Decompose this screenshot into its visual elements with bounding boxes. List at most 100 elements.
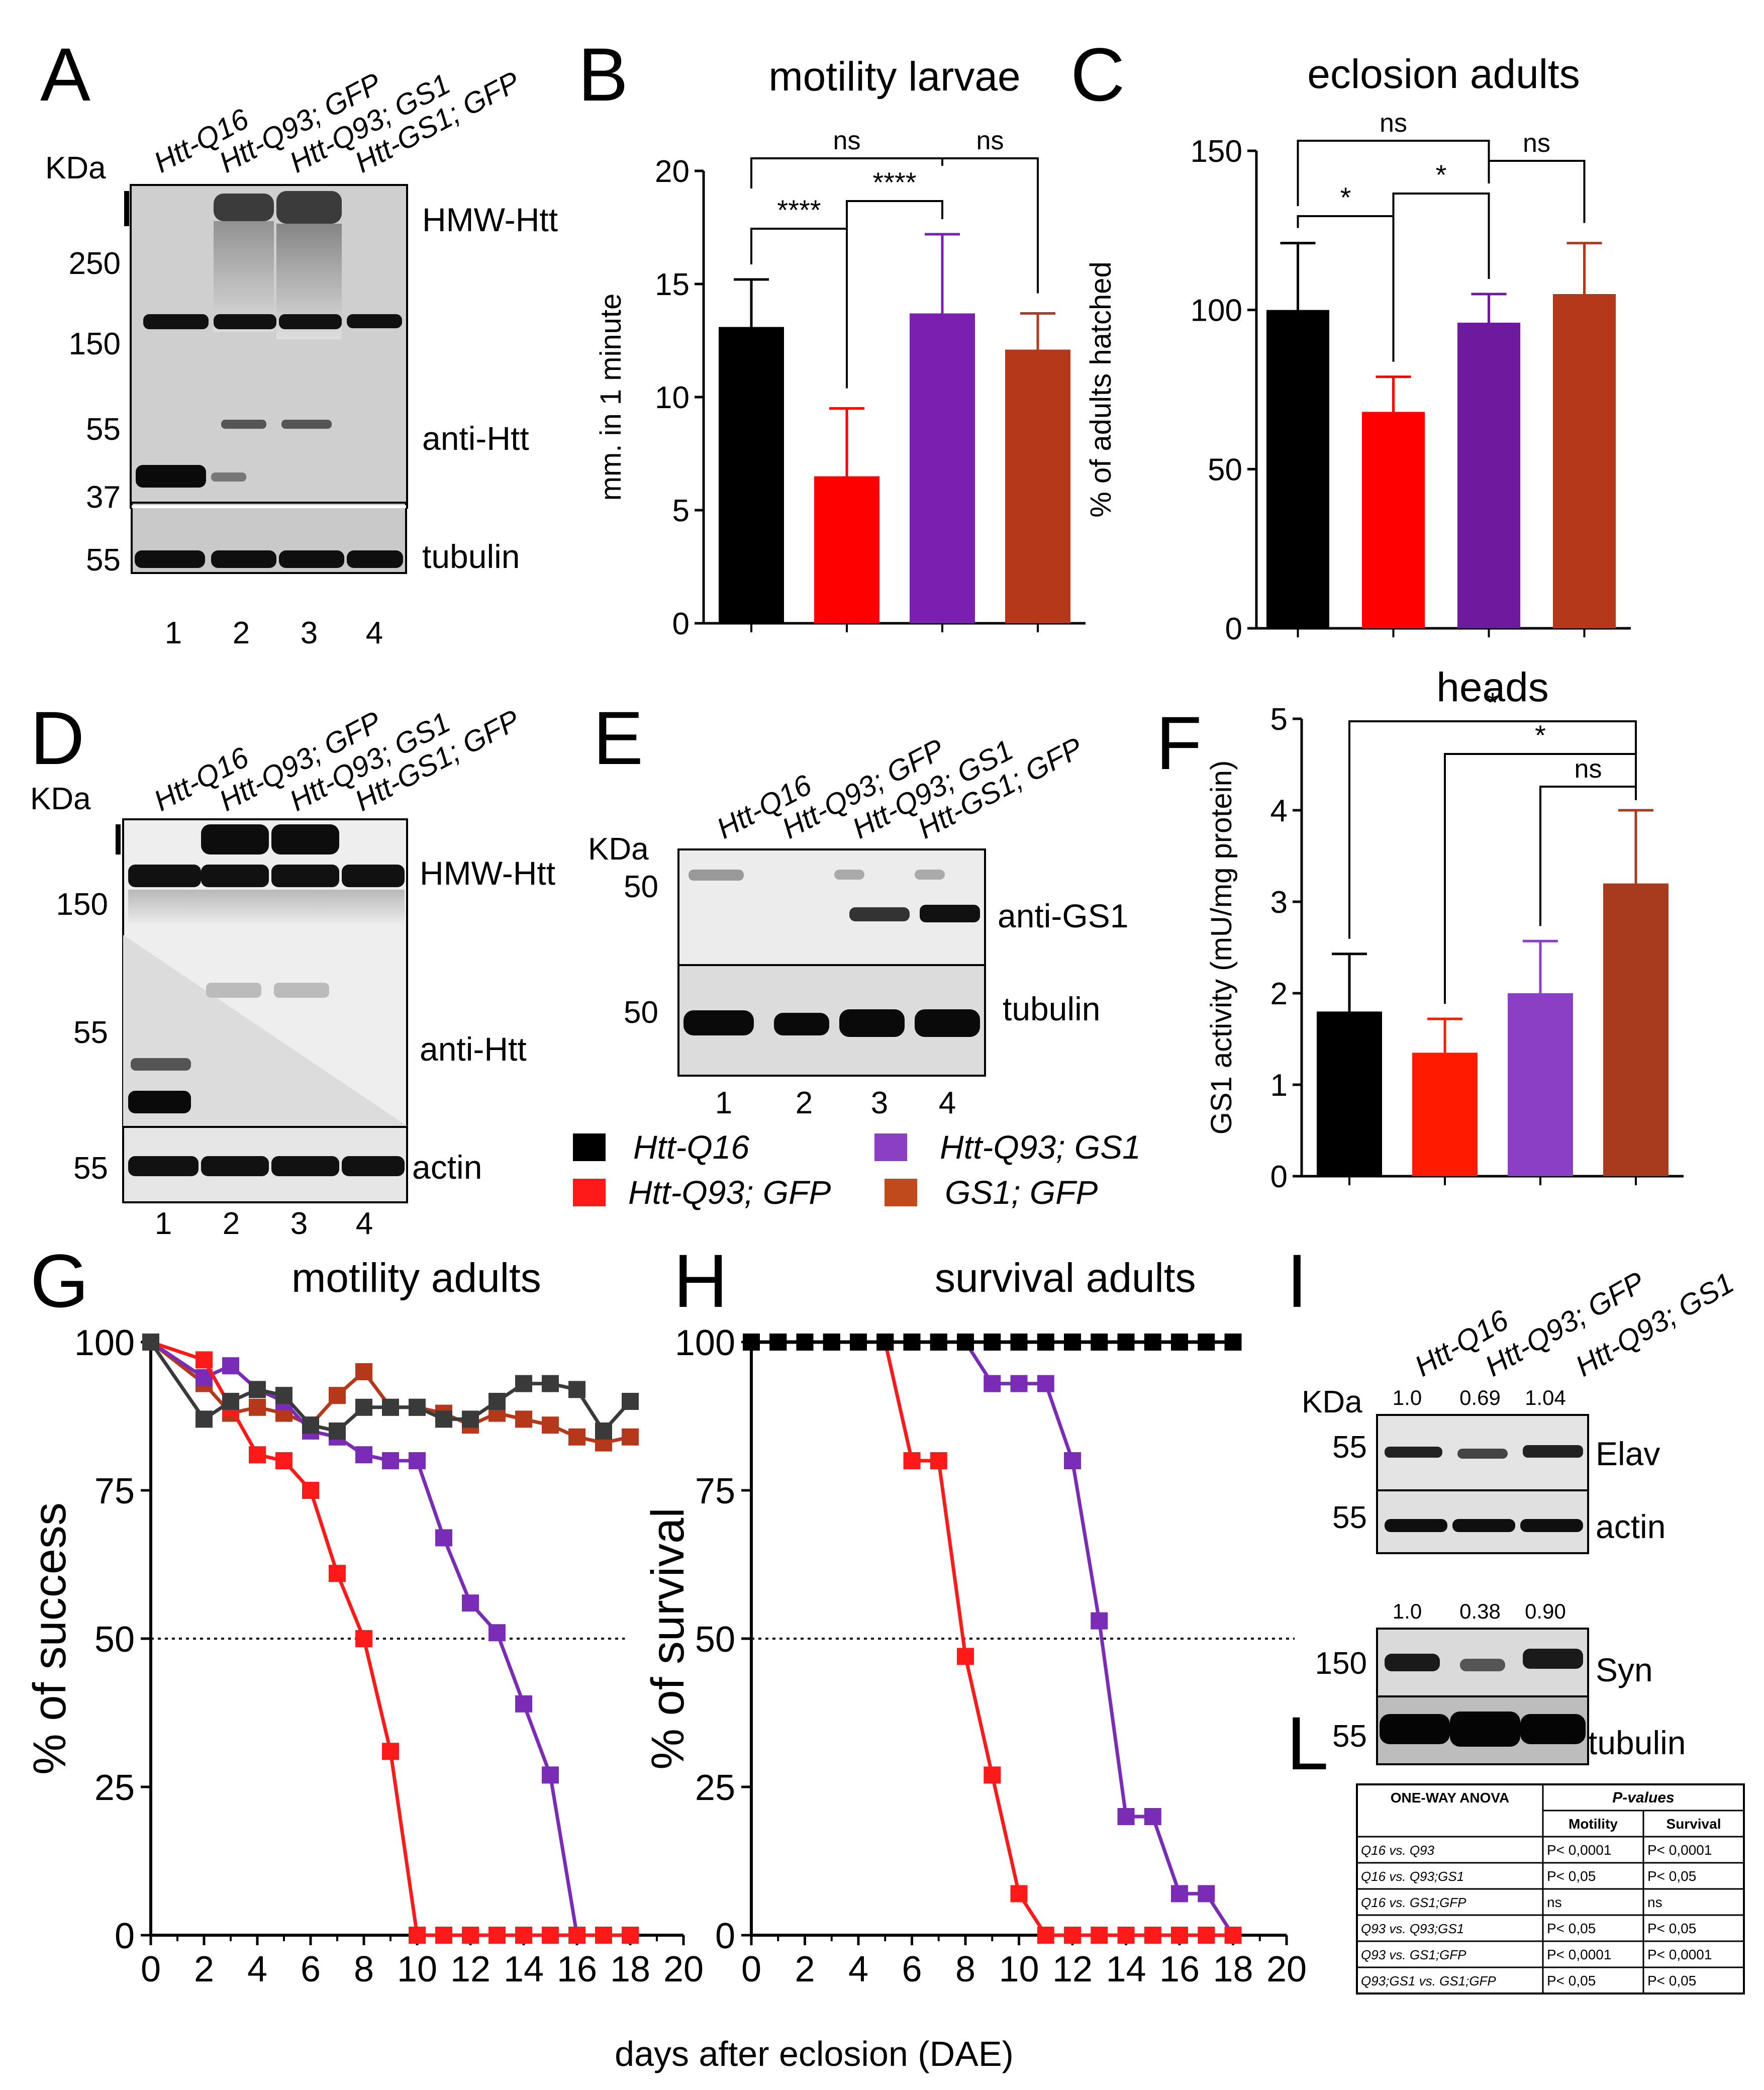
significance-label: ns bbox=[833, 126, 861, 155]
bar-3 bbox=[910, 313, 975, 623]
x-tick-label: 8 bbox=[354, 1949, 374, 1989]
blot-a-band bbox=[221, 420, 266, 429]
blot-a-band bbox=[279, 314, 342, 329]
y-tick-label: 75 bbox=[94, 1471, 135, 1511]
x-tick-label: 8 bbox=[955, 1949, 975, 1989]
data-point bbox=[984, 1375, 1001, 1392]
data-point bbox=[355, 1398, 372, 1416]
table-cell: P< 0,05 bbox=[1647, 1868, 1696, 1884]
x-tick-label: 16 bbox=[1159, 1949, 1200, 1989]
data-point bbox=[329, 1422, 346, 1440]
y-tick-label: 2 bbox=[1270, 977, 1288, 1011]
blot-e-lane-number: 1 bbox=[715, 1086, 732, 1120]
data-point bbox=[435, 1927, 452, 1944]
table-cell: P< 0,05 bbox=[1547, 1921, 1596, 1936]
bar-2 bbox=[1362, 412, 1425, 628]
blot-e-lane-number: 3 bbox=[871, 1086, 888, 1120]
blot-a-lane-number: 1 bbox=[165, 616, 182, 650]
blot-d-marker: 55 bbox=[73, 1151, 108, 1186]
blot-i-band bbox=[1523, 1445, 1583, 1458]
data-point bbox=[743, 1334, 760, 1351]
y-tick-label: 25 bbox=[695, 1768, 735, 1808]
blot-e-lane-number: 4 bbox=[939, 1086, 956, 1120]
y-tick-label: 25 bbox=[94, 1768, 135, 1808]
blot-e-band bbox=[689, 870, 744, 881]
table-subheader-cell: Survival bbox=[1667, 1816, 1721, 1832]
table-cell: Q16 vs. GS1;GFP bbox=[1361, 1895, 1466, 1910]
table-cell: Q93 vs. GS1;GFP bbox=[1361, 1947, 1466, 1962]
blot-i-band bbox=[1457, 1449, 1508, 1459]
y-axis-label: GS1 activity (mU/mg protein) bbox=[1205, 761, 1238, 1135]
blot-d-hmw-band bbox=[271, 824, 339, 854]
data-point bbox=[1171, 1927, 1188, 1944]
data-point bbox=[488, 1624, 506, 1642]
data-point bbox=[903, 1334, 921, 1351]
blot-i-label-actin: actin bbox=[1596, 1508, 1665, 1545]
data-point bbox=[435, 1529, 452, 1547]
data-point bbox=[876, 1334, 894, 1351]
bar-3 bbox=[1508, 993, 1573, 1176]
data-point bbox=[195, 1351, 213, 1369]
blot-e-marker: 50 bbox=[624, 995, 658, 1030]
blot-a-marker: 55 bbox=[86, 412, 121, 447]
legend-label-q93gs1: Htt-Q93; GS1 bbox=[940, 1128, 1141, 1166]
data-point bbox=[515, 1695, 532, 1713]
blot-a-band bbox=[347, 314, 402, 328]
blot-e: KDa Htt-Q16 Htt-Q93; GFP Htt-Q93; GS1 Ht… bbox=[588, 731, 1128, 1120]
data-point bbox=[142, 1334, 159, 1351]
significance-label: ns bbox=[1380, 109, 1407, 138]
legend: Htt-Q16 Htt-Q93; GS1 Htt-Q93; GFP GS1; G… bbox=[573, 1128, 1141, 1211]
x-tick-label: 0 bbox=[741, 1949, 761, 1989]
y-tick-label: 150 bbox=[1191, 134, 1242, 169]
blot-i-marker: 150 bbox=[1315, 1646, 1367, 1681]
significance-label: ns bbox=[1523, 129, 1550, 158]
data-point bbox=[1064, 1452, 1081, 1469]
blot-e-marker: 50 bbox=[624, 870, 658, 904]
blot-a-band bbox=[211, 550, 276, 568]
blot-e-band bbox=[920, 905, 980, 922]
blot-d: KDa Htt-Q16 Htt-Q93; GFP Htt-Q93; GS1 Ht… bbox=[30, 703, 555, 1241]
data-point bbox=[930, 1334, 947, 1351]
blot-a-lane-number: 3 bbox=[301, 616, 318, 650]
data-point bbox=[622, 1927, 639, 1944]
data-point bbox=[355, 1630, 372, 1647]
x-tick-label: 6 bbox=[902, 1949, 922, 1989]
shared-x-axis-label: days after eclosion (DAE) bbox=[615, 2034, 1014, 2073]
blot-a: KDa Htt-Q16 Htt-Q93; GFP Htt-Q93; GS1 Ht… bbox=[45, 65, 558, 650]
y-tick-label: 1 bbox=[1270, 1068, 1288, 1103]
blot-a-band bbox=[136, 465, 206, 488]
legend-swatch-q16 bbox=[573, 1133, 606, 1161]
chart-b-motility-larvae: motility larvae 0 5 10 15 20 mm. in 1 minute **… bbox=[595, 54, 1086, 641]
blot-e-band bbox=[915, 870, 945, 880]
blot-i-band bbox=[1385, 1654, 1440, 1671]
y-tick-label: 50 bbox=[695, 1620, 735, 1660]
blot-e-label-tubulin: tubulin bbox=[1003, 990, 1101, 1027]
blot-d-band bbox=[271, 865, 339, 887]
blot-i-band bbox=[1380, 1714, 1450, 1744]
data-point bbox=[957, 1334, 974, 1351]
bar-3 bbox=[1457, 323, 1520, 628]
blot-d-label-hmw: HMW-Htt bbox=[420, 854, 555, 892]
x-tick-label: 16 bbox=[557, 1949, 597, 1989]
blot-a-hmw-band bbox=[276, 191, 342, 224]
data-point bbox=[488, 1393, 506, 1410]
data-point bbox=[462, 1927, 479, 1944]
blot-i-band bbox=[1385, 1519, 1447, 1532]
data-point bbox=[1198, 1927, 1215, 1944]
blot-d-lane-number: 3 bbox=[290, 1206, 308, 1241]
y-tick-label: 5 bbox=[672, 494, 690, 528]
bar-4 bbox=[1005, 349, 1070, 623]
data-point bbox=[1064, 1927, 1081, 1944]
data-point bbox=[1037, 1375, 1054, 1392]
blot-d-band bbox=[206, 983, 261, 998]
blot-d-label-htt: anti-Htt bbox=[420, 1030, 527, 1068]
data-point bbox=[195, 1410, 213, 1428]
y-tick-label: 3 bbox=[1270, 885, 1288, 920]
data-point bbox=[355, 1446, 372, 1464]
blot-d-band bbox=[274, 983, 329, 998]
blot-a-kda: KDa bbox=[45, 151, 106, 185]
anova-table-grid: ONE-WAY ANOVA P-values Motility Survival Q16… bbox=[1356, 1783, 1745, 1994]
data-point bbox=[984, 1766, 1001, 1784]
